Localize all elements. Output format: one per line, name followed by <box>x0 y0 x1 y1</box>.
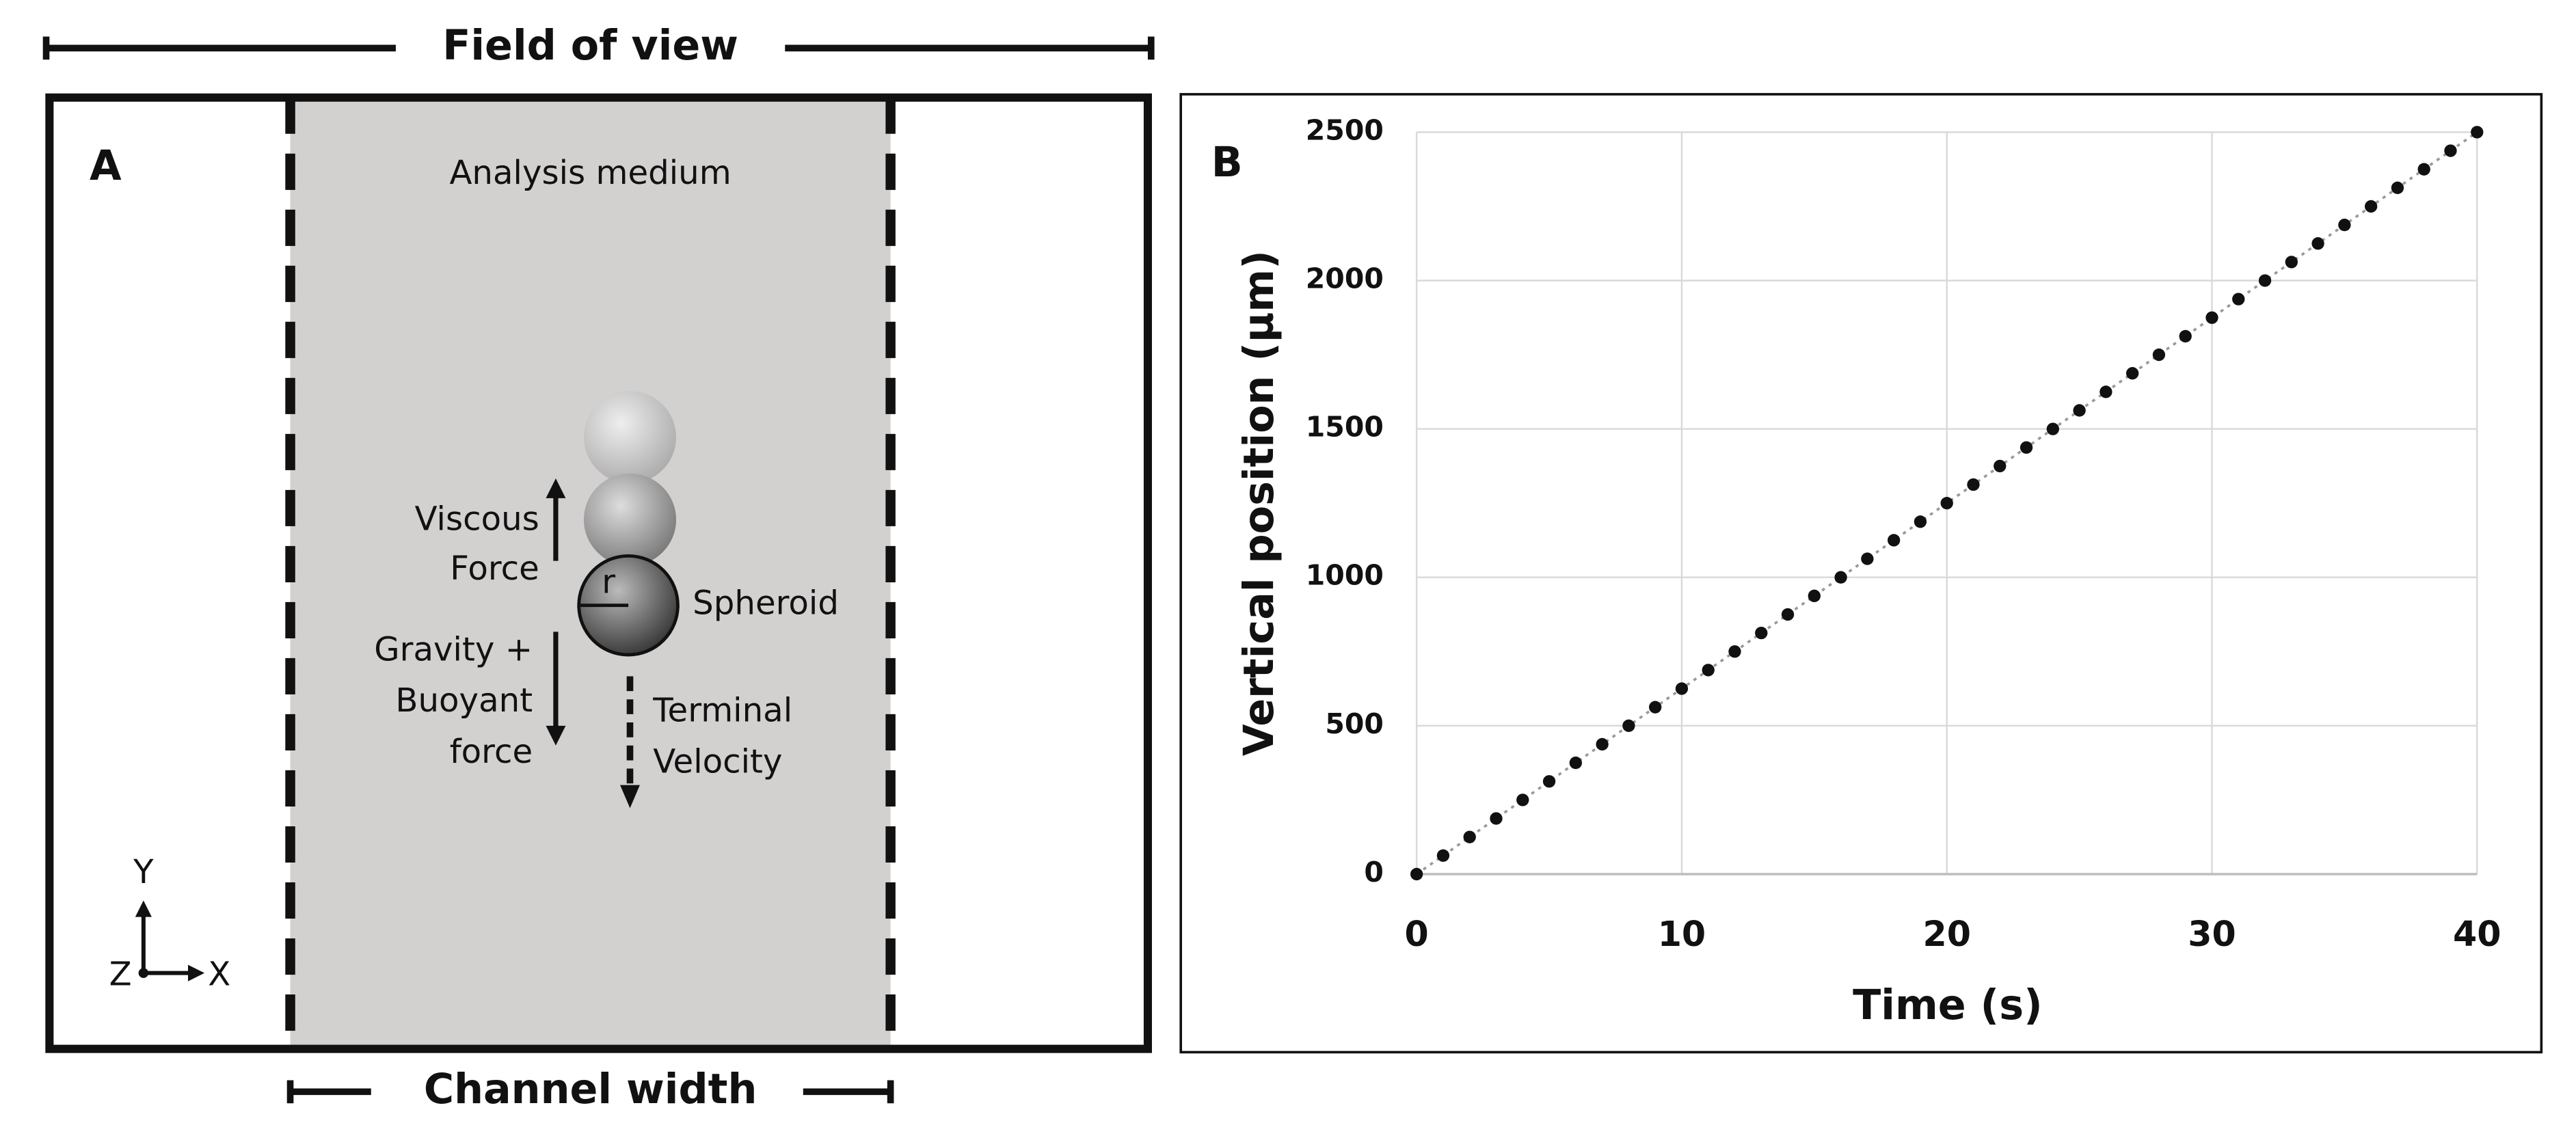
data-point <box>1463 830 1476 843</box>
spheroid-ghost <box>583 391 677 484</box>
data-point <box>2125 367 2139 380</box>
velocity-label: Velocity <box>653 742 782 781</box>
y-tick-label: 1500 <box>1306 411 1384 444</box>
force-label: Buoyant <box>395 681 533 720</box>
data-point <box>2152 348 2166 362</box>
fov-label: Field of view <box>442 22 738 70</box>
width-label: Channel width <box>424 1066 757 1113</box>
data-point <box>2391 181 2404 194</box>
panel-label: B <box>1211 139 1243 187</box>
panel-a: Field of view A Analysis medium r Sphero… <box>42 22 1155 1113</box>
data-point <box>1755 626 1768 640</box>
data-point <box>2073 404 2086 417</box>
data-point <box>1490 812 1503 825</box>
data-point <box>1648 701 1662 714</box>
frame <box>45 93 1152 1053</box>
data-point <box>1542 775 1556 788</box>
data-point <box>2046 422 2059 435</box>
data-point <box>1728 645 1741 658</box>
x-tick-label: 0 <box>1405 914 1429 954</box>
data-point <box>1596 737 1609 751</box>
x-tick-label: 30 <box>2188 914 2236 954</box>
x-tick-label: 40 <box>2453 914 2501 954</box>
data-point <box>1675 682 1689 695</box>
panel-label: A <box>90 142 122 190</box>
arrow-head <box>546 725 566 746</box>
data-point <box>1622 719 1635 732</box>
chart-frame <box>1179 93 2543 1054</box>
data-point <box>2338 218 2351 232</box>
force-label: force <box>450 733 533 771</box>
y-tick-label: 2000 <box>1306 262 1384 295</box>
plot: 0 500 1000 1500 2000 2500 0 10 20 30 40 <box>1306 113 2501 954</box>
data-point <box>2417 163 2430 176</box>
data-point <box>1410 867 1423 881</box>
data-point <box>1994 459 2007 473</box>
arrow-head <box>188 964 205 981</box>
data-point <box>1516 794 1529 807</box>
y-tick-label: 500 <box>1325 707 1384 740</box>
arrow-head <box>546 478 566 498</box>
spheroid-label: Spheroid <box>693 584 839 623</box>
y-tick-label: 0 <box>1364 856 1384 889</box>
data-point <box>1436 849 1450 862</box>
velocity-label: Terminal <box>652 692 792 730</box>
force-label: Force <box>450 550 539 588</box>
y-axis-title: Vertical position (µm) <box>1235 250 1283 756</box>
force-label: Viscous <box>415 500 539 539</box>
data-point <box>2232 293 2245 306</box>
data-point <box>2471 126 2484 139</box>
arrow-head <box>135 900 152 917</box>
data-point <box>1861 552 1874 565</box>
data-point <box>1808 589 1821 603</box>
data-point <box>1702 664 1715 677</box>
data-point <box>1967 478 1980 491</box>
data-point <box>2285 256 2298 269</box>
data-point <box>2311 237 2324 250</box>
medium-label: Analysis medium <box>449 154 731 192</box>
data-point <box>2179 329 2192 343</box>
trend-line <box>1416 131 2478 876</box>
data-point <box>1914 515 1927 528</box>
data-point <box>2099 385 2112 398</box>
spheroid-ghost <box>583 473 677 566</box>
x-axis-title: Time (s) <box>1853 981 2043 1029</box>
data-point <box>2258 274 2272 287</box>
force-label: Gravity + <box>374 630 533 668</box>
data-point <box>2364 200 2378 213</box>
radius-label: r <box>602 562 615 601</box>
arrow-head <box>620 785 640 809</box>
data-point <box>2205 311 2218 324</box>
data-point <box>2444 144 2457 157</box>
axis-label: Z <box>109 955 132 993</box>
x-tick-label: 10 <box>1658 914 1706 954</box>
data-point <box>2020 441 2033 454</box>
axis-label: X <box>208 955 230 993</box>
data-point <box>1569 756 1582 770</box>
data-point <box>1887 534 1901 547</box>
y-tick-label: 1000 <box>1306 559 1384 592</box>
axis-label: Y <box>133 853 154 891</box>
data-point <box>1781 608 1795 621</box>
y-tick-label: 2500 <box>1306 113 1384 146</box>
data-point <box>1940 496 1953 510</box>
axis-origin <box>138 968 149 978</box>
x-tick-label: 20 <box>1922 914 1970 954</box>
data-point <box>1834 571 1847 584</box>
